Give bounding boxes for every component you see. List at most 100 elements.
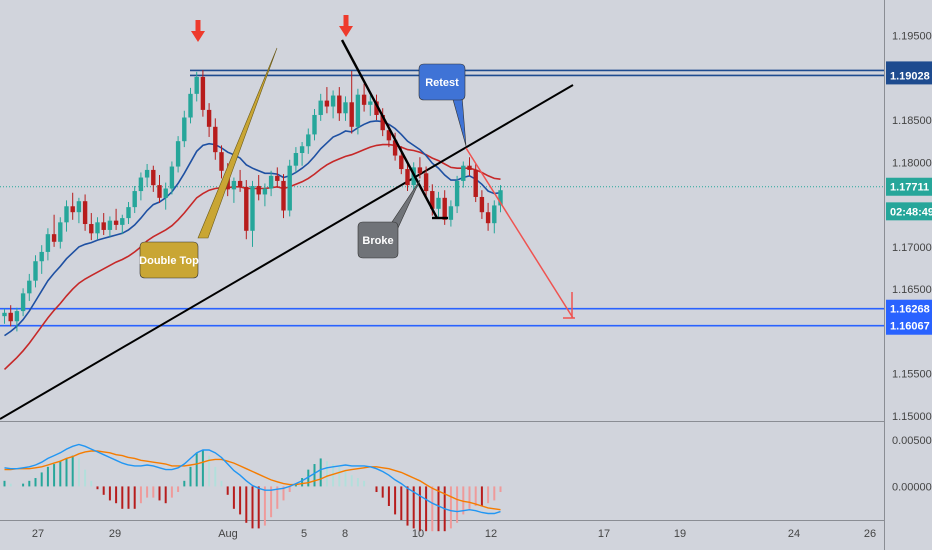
macd-signal-line xyxy=(4,450,501,511)
price-tick-label: 1.18500 xyxy=(892,115,932,127)
candle-body xyxy=(144,169,150,178)
candle-body xyxy=(182,117,187,142)
candle-body xyxy=(33,261,38,281)
candle-body xyxy=(200,76,206,110)
candle-body xyxy=(368,101,373,105)
candle-body xyxy=(188,93,193,118)
candle-body xyxy=(299,146,305,154)
candle-body xyxy=(58,222,63,242)
candle-body xyxy=(423,173,429,192)
candle-body xyxy=(20,293,26,312)
candle-body xyxy=(132,191,137,208)
price-tag-label: 1.16268 xyxy=(890,304,930,316)
price-tag xyxy=(886,66,932,85)
macd-line xyxy=(4,443,501,515)
candle-body xyxy=(312,114,317,135)
candle-body xyxy=(250,185,255,231)
candle-body xyxy=(219,152,224,171)
candle-body xyxy=(287,165,292,211)
macd-tick-label: 0.00000 xyxy=(892,481,932,493)
candle-body xyxy=(262,188,268,195)
time-tick-label: 17 xyxy=(598,528,610,540)
price-tag-label: 1.16067 xyxy=(890,321,930,333)
candle-body xyxy=(361,94,367,105)
candle-body xyxy=(442,197,447,220)
time-tick-label: 8 xyxy=(342,528,348,540)
time-tick-label: Aug xyxy=(218,528,238,540)
candle-body xyxy=(461,165,466,181)
time-tick-label: 10 xyxy=(412,528,424,540)
projection-line xyxy=(465,147,574,319)
candle-body xyxy=(448,206,454,220)
price-tick-label: 1.15500 xyxy=(892,369,932,381)
price-tag xyxy=(886,202,932,221)
candle-body xyxy=(64,206,69,223)
candle-body xyxy=(237,180,243,187)
callout-box xyxy=(357,221,399,259)
candle-body xyxy=(454,180,460,207)
candle-body xyxy=(467,165,472,170)
candle-body xyxy=(163,188,168,198)
candle-body xyxy=(355,94,361,127)
candle-body xyxy=(70,206,75,213)
time-tick-label: 19 xyxy=(674,528,686,540)
candle-body xyxy=(244,186,249,231)
candle-body xyxy=(343,102,348,114)
candle-body xyxy=(14,311,20,322)
candle-body xyxy=(380,114,385,131)
candle-body xyxy=(256,185,261,195)
candle-body xyxy=(392,140,398,156)
candle-body xyxy=(8,312,13,322)
price-tag-label: 02:48:49 xyxy=(890,206,932,218)
time-tick-label: 29 xyxy=(109,528,121,540)
candle-body xyxy=(89,224,94,234)
price-tick-label: 1.17000 xyxy=(892,242,932,254)
candle-body xyxy=(51,234,57,242)
candle-body xyxy=(151,169,156,186)
candle-body xyxy=(169,166,175,189)
candle-body xyxy=(324,100,330,107)
candle-body xyxy=(473,169,478,197)
price-tag xyxy=(886,316,932,335)
candle-body xyxy=(430,191,435,209)
price-tick-label: 1.15000 xyxy=(892,411,932,423)
candle-body xyxy=(138,177,144,192)
price-tick-label: 1.18000 xyxy=(892,157,932,169)
callout-label: Double Top xyxy=(139,255,199,267)
candle-body xyxy=(45,234,51,252)
candle-body xyxy=(306,134,311,147)
down-arrow-icon xyxy=(339,26,353,37)
broke-trendline xyxy=(340,39,439,219)
candle-body xyxy=(405,169,410,186)
double-top-pointer xyxy=(197,47,278,239)
candle-body xyxy=(82,201,88,225)
candle-body xyxy=(126,207,131,219)
candle-body xyxy=(330,95,336,107)
candle-body xyxy=(268,175,274,189)
price-tag xyxy=(886,177,932,196)
candle-body xyxy=(231,180,237,190)
candle-body xyxy=(107,220,113,230)
candle-body xyxy=(337,95,342,114)
callout-label: Broke xyxy=(362,235,393,247)
candle-body xyxy=(213,126,218,153)
candle-body xyxy=(479,196,485,213)
price-tick-label: 1.16500 xyxy=(892,284,932,296)
candle-body xyxy=(120,218,125,225)
candle-body xyxy=(95,222,100,234)
candle-body xyxy=(39,251,44,262)
candle-body xyxy=(417,167,423,174)
callout-box xyxy=(139,241,199,279)
price-tag-label: 1.19028 xyxy=(890,70,930,82)
price-tag xyxy=(886,299,932,318)
time-tick-label: 26 xyxy=(864,528,876,540)
candle-body xyxy=(318,100,323,115)
candle-body xyxy=(101,222,106,230)
candle-body xyxy=(206,109,212,127)
candle-body xyxy=(76,201,82,213)
candle-body xyxy=(157,185,162,198)
candle-body xyxy=(485,212,491,224)
